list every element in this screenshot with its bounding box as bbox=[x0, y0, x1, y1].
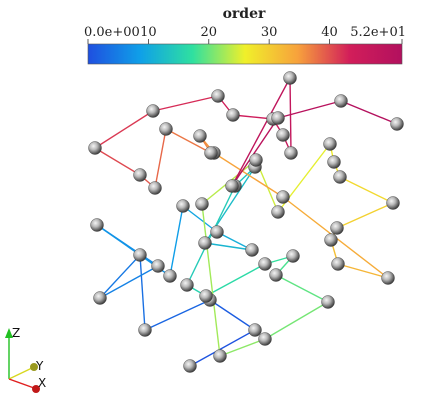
chain-bond bbox=[339, 176, 394, 204]
chain-bond bbox=[94, 147, 141, 176]
chain-bond bbox=[204, 242, 253, 251]
chain-atom bbox=[133, 168, 147, 182]
colorbar-tick-label: 5.2e+01 bbox=[350, 25, 406, 40]
chain-bond bbox=[99, 254, 141, 299]
chain-bond bbox=[336, 202, 394, 229]
chain-atom bbox=[245, 243, 259, 257]
chain-bond bbox=[264, 301, 329, 340]
chain-atom bbox=[93, 291, 107, 305]
chain-atom bbox=[146, 104, 160, 118]
chain-bond bbox=[165, 128, 212, 154]
chain-atom bbox=[324, 233, 338, 247]
chain-atom bbox=[249, 153, 263, 167]
chain-atom bbox=[193, 129, 207, 143]
chain-atom bbox=[199, 289, 213, 303]
chain-edges bbox=[94, 77, 398, 367]
chain-bond bbox=[186, 185, 236, 286]
chain-bond bbox=[189, 329, 256, 367]
chain-bond bbox=[182, 205, 218, 233]
y-axis-label: Y bbox=[35, 359, 44, 373]
x-axis-label: X bbox=[38, 376, 46, 390]
chain-bond bbox=[337, 263, 389, 279]
chain-bond bbox=[99, 265, 159, 299]
chain-nodes bbox=[88, 71, 404, 373]
chain-atom bbox=[386, 196, 400, 210]
chain-atom bbox=[333, 170, 347, 184]
chain-atom bbox=[226, 108, 240, 122]
z-axis-arrow bbox=[5, 328, 13, 338]
chain-atom bbox=[88, 141, 102, 155]
chain-bond bbox=[340, 100, 398, 125]
chain-atom bbox=[381, 271, 395, 285]
chain-atom bbox=[151, 259, 165, 273]
chain-atom bbox=[176, 199, 190, 213]
chain-atom bbox=[327, 155, 341, 169]
x-axis-line bbox=[8, 378, 35, 389]
chain-bond bbox=[139, 254, 146, 331]
chain-atom bbox=[210, 225, 224, 239]
chain-atom bbox=[271, 111, 285, 125]
chain-bond bbox=[275, 274, 329, 303]
colorbar-tick-label: 10 bbox=[140, 25, 157, 40]
chain-atom bbox=[284, 146, 298, 160]
chain-atom bbox=[213, 349, 227, 363]
colorbar-ticks: 0.0e+00 10 20 30 40 5.2e+01 bbox=[84, 25, 406, 44]
colorbar-tick-label: 40 bbox=[321, 25, 338, 40]
chain-atom bbox=[163, 269, 177, 283]
chain-atom bbox=[334, 94, 348, 108]
y-axis-cap bbox=[30, 363, 38, 371]
orientation-triad: Z Y X bbox=[5, 326, 46, 393]
chain-bond bbox=[231, 77, 291, 187]
chain-atom bbox=[276, 190, 290, 204]
chain-atom bbox=[204, 146, 218, 160]
chain-atom bbox=[321, 295, 335, 309]
chain-bond bbox=[219, 338, 266, 357]
chain-atom bbox=[390, 117, 404, 131]
chain-atom bbox=[195, 197, 209, 211]
chain-atom bbox=[283, 71, 297, 85]
chain-atom bbox=[271, 205, 285, 219]
colorbar-tick-label: 30 bbox=[261, 25, 278, 40]
chain-atom bbox=[276, 128, 290, 142]
chain-atom bbox=[159, 122, 173, 136]
chain-atom bbox=[331, 257, 345, 271]
chain-atom bbox=[133, 248, 147, 262]
chain-bond bbox=[169, 205, 184, 277]
chain-atom bbox=[248, 323, 262, 337]
colorbar-tick-label: 20 bbox=[200, 25, 217, 40]
chain-bond bbox=[213, 152, 284, 198]
chain-atom bbox=[138, 323, 152, 337]
chain-atom bbox=[258, 257, 272, 271]
chain-bond bbox=[201, 203, 221, 357]
chain-atom bbox=[90, 218, 104, 232]
chain-atom bbox=[211, 89, 225, 103]
colorbar-bar bbox=[87, 43, 403, 65]
chain-bond bbox=[289, 77, 292, 154]
chain-bond bbox=[205, 263, 266, 297]
chain-atom bbox=[148, 181, 162, 195]
chain-bond bbox=[144, 299, 211, 331]
chain-atom bbox=[286, 249, 300, 263]
y-axis-line bbox=[8, 367, 33, 380]
chain-bond bbox=[209, 299, 256, 331]
chain-bond bbox=[152, 95, 219, 112]
chain-atom bbox=[258, 332, 272, 346]
colorbar: order 0.0e+00 10 20 30 40 5.2e+01 bbox=[84, 6, 406, 65]
chain-atom bbox=[225, 179, 239, 193]
chain-atom bbox=[269, 268, 283, 282]
x-axis-cap bbox=[32, 385, 40, 393]
chain-bond bbox=[231, 117, 279, 187]
chain-bond bbox=[94, 110, 154, 149]
chain-atom bbox=[180, 278, 194, 292]
chain-atom bbox=[323, 137, 337, 151]
chain-atom bbox=[330, 221, 344, 235]
chain-bond bbox=[277, 100, 342, 119]
colorbar-tick-label: 0.0e+00 bbox=[84, 25, 140, 40]
colorbar-title: order bbox=[223, 6, 266, 22]
chain-atom bbox=[183, 359, 197, 373]
chain-bond bbox=[154, 128, 167, 189]
chain-atom bbox=[198, 236, 212, 250]
z-axis-label: Z bbox=[12, 326, 20, 340]
